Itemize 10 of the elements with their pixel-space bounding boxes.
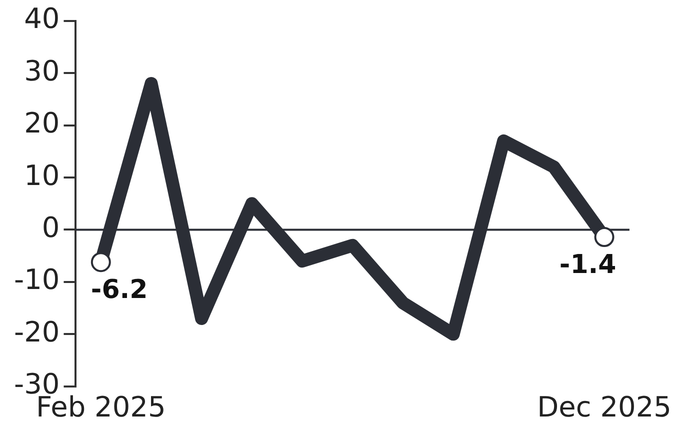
y-tick-label: 30 bbox=[24, 54, 60, 88]
y-tick-label: 20 bbox=[24, 106, 60, 140]
data-label: -6.2 bbox=[90, 274, 148, 305]
data-label: -1.4 bbox=[559, 250, 616, 280]
y-tick-label: 40 bbox=[24, 2, 60, 36]
y-tick-label: -10 bbox=[14, 263, 60, 296]
y-tick-label: -20 bbox=[14, 315, 60, 348]
y-tick-label: 0 bbox=[42, 210, 60, 244]
y-tick-label: 10 bbox=[24, 158, 60, 192]
x-tick-label: Dec 2025 bbox=[537, 390, 672, 424]
